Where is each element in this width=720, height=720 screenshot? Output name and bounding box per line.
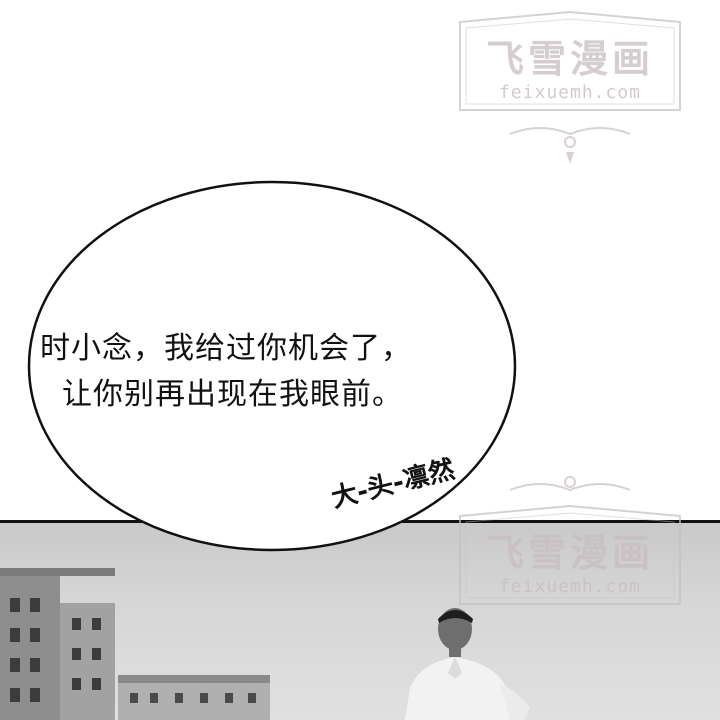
watermark-top: 飞雪漫画 feixuemh.com: [450, 2, 690, 172]
dialogue-text: 时小念，我给过你机会了， 让你别再出现在我眼前。: [40, 326, 500, 418]
watermark-url: feixuemh.com: [498, 576, 642, 597]
watermark-frame-icon: [459, 10, 681, 164]
building-scene: [0, 568, 530, 720]
watermark-title: 飞雪漫画: [485, 37, 654, 81]
left-building: [0, 568, 115, 720]
watermark-url: feixuemh.com: [498, 82, 642, 103]
watermark-title: 飞雪漫画: [485, 531, 654, 575]
dialogue-line-1: 时小念，我给过你机会了，: [40, 331, 412, 366]
photo-panel: [0, 523, 720, 720]
person-figure: [405, 608, 530, 720]
middle-building: [118, 675, 270, 720]
dialogue-line-2: 让你别再出现在我眼前。: [62, 377, 403, 412]
watermark-frame-icon: [459, 476, 681, 605]
watermark-bottom: 飞雪漫画 feixuemh.com: [450, 468, 690, 638]
